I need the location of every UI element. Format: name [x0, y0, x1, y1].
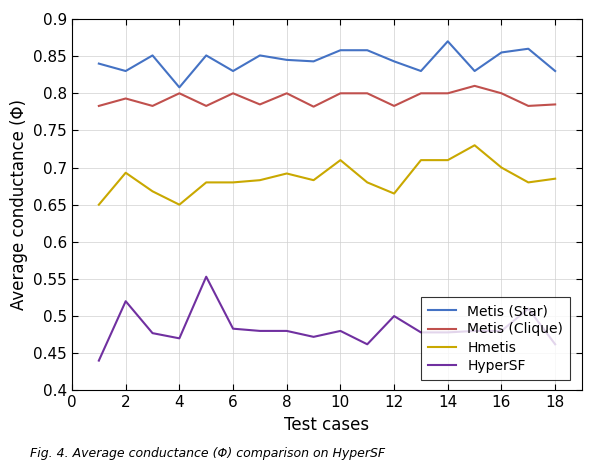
HyperSF: [283, 328, 290, 334]
Metis (Clique): [256, 101, 263, 107]
Metis (Star): [203, 52, 210, 58]
Hmetis: [525, 179, 532, 185]
Metis (Clique): [444, 90, 451, 96]
Metis (Clique): [203, 103, 210, 109]
Line: Hmetis: Hmetis: [99, 145, 555, 205]
Hmetis: [418, 157, 425, 163]
Metis (Clique): [498, 90, 505, 96]
Metis (Star): [418, 68, 425, 74]
HyperSF: [176, 336, 183, 341]
Hmetis: [444, 157, 451, 163]
Hmetis: [203, 179, 210, 185]
Metis (Clique): [283, 90, 290, 96]
Metis (Star): [498, 50, 505, 55]
HyperSF: [391, 313, 398, 319]
Metis (Star): [444, 39, 451, 44]
Metis (Star): [337, 48, 344, 53]
HyperSF: [203, 274, 210, 279]
HyperSF: [149, 330, 156, 336]
Text: Fig. 4. Average conductance (Φ) comparison on HyperSF: Fig. 4. Average conductance (Φ) comparis…: [30, 447, 385, 460]
Metis (Clique): [229, 90, 236, 96]
HyperSF: [418, 329, 425, 335]
Metis (Clique): [337, 90, 344, 96]
Metis (Clique): [471, 83, 478, 89]
Metis (Star): [551, 68, 559, 74]
Legend: Metis (Star), Metis (Clique), Hmetis, HyperSF: Metis (Star), Metis (Clique), Hmetis, Hy…: [421, 298, 570, 380]
HyperSF: [337, 328, 344, 334]
Hmetis: [256, 178, 263, 183]
Metis (Clique): [310, 104, 317, 109]
Metis (Clique): [176, 90, 183, 96]
Hmetis: [149, 188, 156, 194]
HyperSF: [498, 328, 505, 334]
HyperSF: [551, 341, 559, 347]
Hmetis: [391, 191, 398, 197]
Metis (Star): [95, 61, 103, 67]
Hmetis: [551, 176, 559, 181]
Metis (Star): [283, 57, 290, 63]
Hmetis: [471, 142, 478, 148]
Metis (Star): [256, 52, 263, 58]
Line: HyperSF: HyperSF: [99, 277, 555, 361]
Metis (Clique): [418, 90, 425, 96]
HyperSF: [229, 326, 236, 332]
Hmetis: [176, 202, 183, 208]
Metis (Star): [364, 48, 371, 53]
HyperSF: [95, 358, 103, 364]
HyperSF: [444, 329, 451, 335]
Hmetis: [310, 178, 317, 183]
Metis (Clique): [149, 103, 156, 109]
HyperSF: [471, 328, 478, 334]
X-axis label: Test cases: Test cases: [284, 416, 370, 434]
Hmetis: [498, 165, 505, 170]
Metis (Star): [310, 59, 317, 64]
Metis (Clique): [95, 103, 103, 109]
Hmetis: [364, 179, 371, 185]
Hmetis: [122, 170, 129, 176]
Metis (Star): [391, 59, 398, 64]
HyperSF: [310, 334, 317, 340]
Hmetis: [337, 157, 344, 163]
Metis (Clique): [122, 96, 129, 101]
Hmetis: [283, 170, 290, 176]
Metis (Star): [176, 85, 183, 90]
HyperSF: [256, 328, 263, 334]
Y-axis label: Average conductance (Φ): Average conductance (Φ): [10, 99, 28, 310]
Metis (Clique): [391, 103, 398, 109]
Metis (Star): [471, 68, 478, 74]
Metis (Star): [149, 52, 156, 58]
Hmetis: [229, 179, 236, 185]
Metis (Star): [525, 46, 532, 51]
Line: Metis (Star): Metis (Star): [99, 41, 555, 88]
Metis (Clique): [364, 90, 371, 96]
Metis (Clique): [551, 101, 559, 107]
HyperSF: [122, 298, 129, 304]
Line: Metis (Clique): Metis (Clique): [99, 86, 555, 107]
Metis (Clique): [525, 103, 532, 109]
HyperSF: [364, 341, 371, 347]
Metis (Star): [122, 68, 129, 74]
Metis (Star): [229, 68, 236, 74]
HyperSF: [525, 306, 532, 311]
Hmetis: [95, 202, 103, 208]
